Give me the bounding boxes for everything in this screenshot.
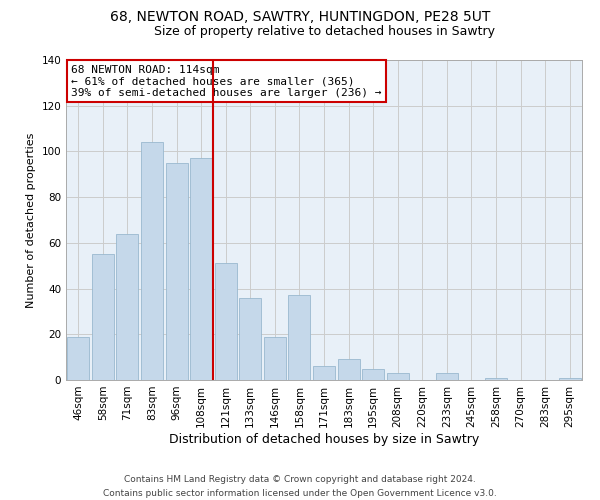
Bar <box>386 373 409 380</box>
Bar <box>559 378 581 380</box>
Bar <box>436 373 458 380</box>
Bar <box>239 298 262 380</box>
Title: Size of property relative to detached houses in Sawtry: Size of property relative to detached ho… <box>154 25 494 38</box>
Bar <box>338 360 359 380</box>
Bar <box>289 296 310 380</box>
Bar <box>190 158 212 380</box>
Text: 68, NEWTON ROAD, SAWTRY, HUNTINGDON, PE28 5UT: 68, NEWTON ROAD, SAWTRY, HUNTINGDON, PE2… <box>110 10 490 24</box>
Bar <box>264 336 286 380</box>
Text: 68 NEWTON ROAD: 114sqm
← 61% of detached houses are smaller (365)
39% of semi-de: 68 NEWTON ROAD: 114sqm ← 61% of detached… <box>71 65 382 98</box>
Bar <box>362 368 384 380</box>
Bar <box>116 234 139 380</box>
X-axis label: Distribution of detached houses by size in Sawtry: Distribution of detached houses by size … <box>169 432 479 446</box>
Bar <box>92 254 114 380</box>
Bar <box>485 378 507 380</box>
Bar <box>141 142 163 380</box>
Y-axis label: Number of detached properties: Number of detached properties <box>26 132 36 308</box>
Bar <box>215 264 237 380</box>
Text: Contains HM Land Registry data © Crown copyright and database right 2024.
Contai: Contains HM Land Registry data © Crown c… <box>103 476 497 498</box>
Bar <box>313 366 335 380</box>
Bar <box>166 163 188 380</box>
Bar <box>67 336 89 380</box>
